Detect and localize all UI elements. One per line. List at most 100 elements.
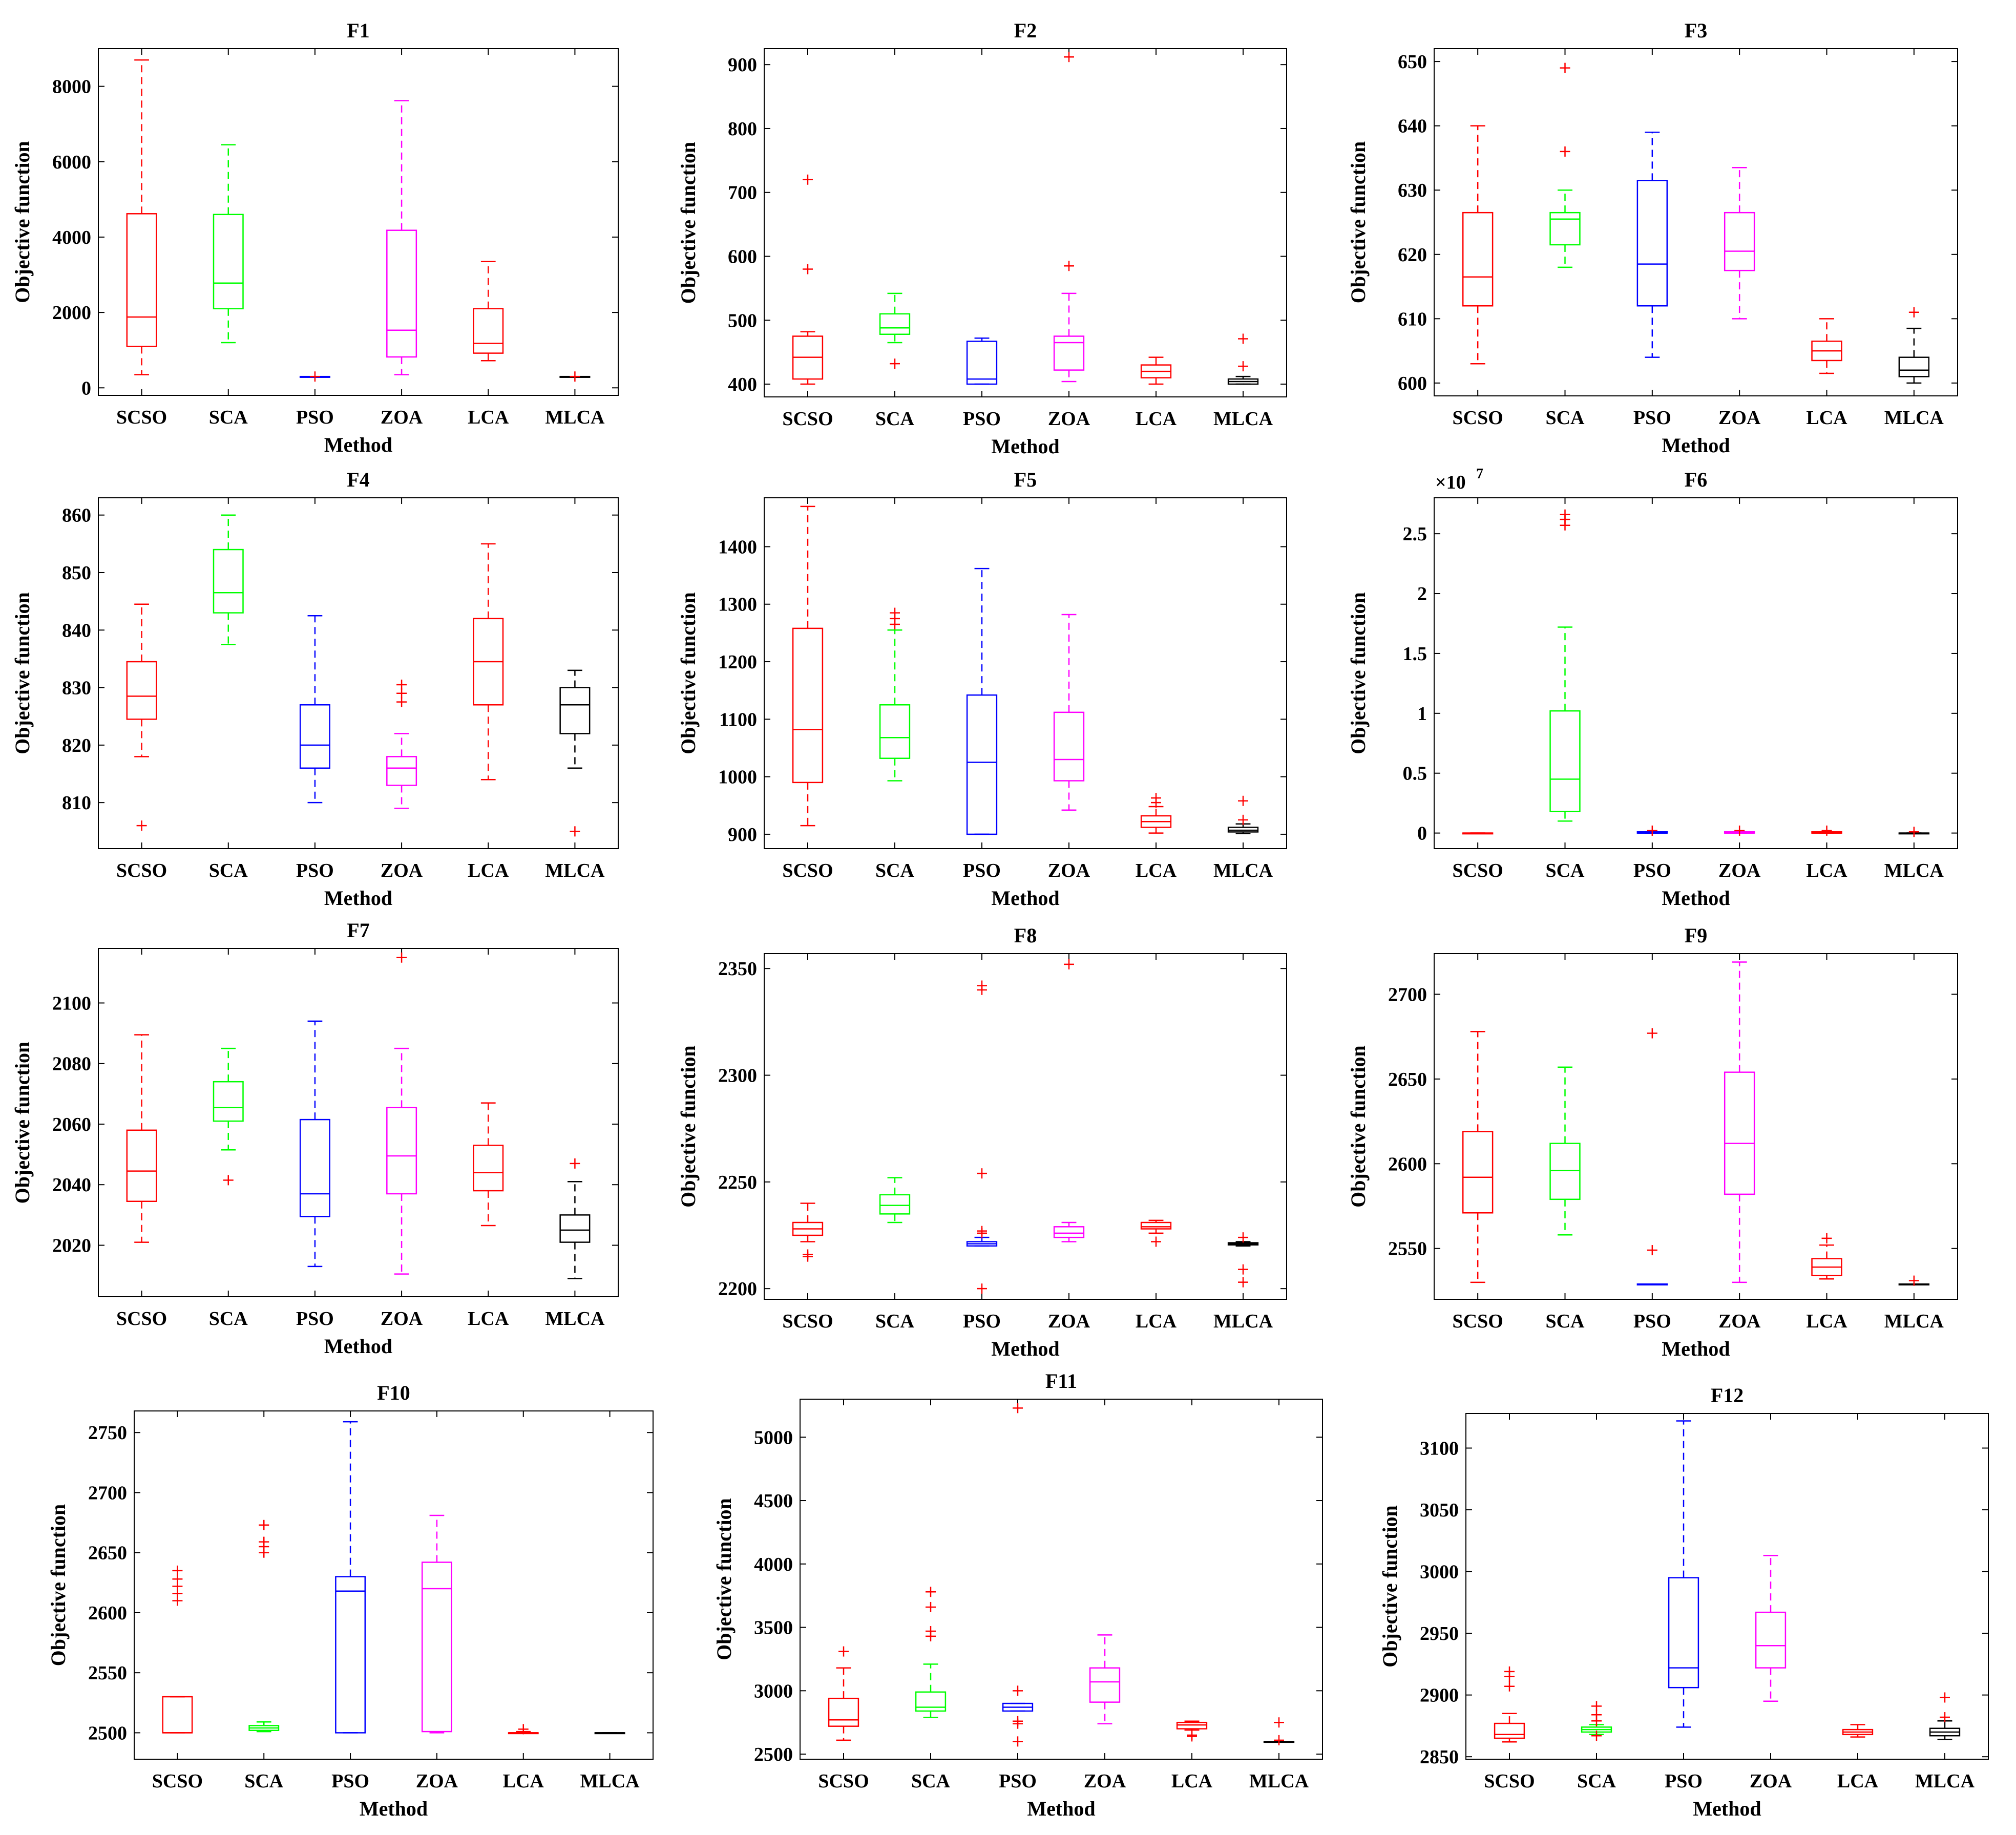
y-tick-label: 840 (62, 620, 91, 641)
x-tick-label-scso: SCSO (818, 1770, 869, 1792)
iqr-box (828, 1697, 859, 1727)
y-tick-label: 1000 (718, 767, 757, 788)
y-tick-label: 1200 (718, 651, 757, 673)
y-tick-label: 2600 (88, 1602, 127, 1624)
box-scso (126, 59, 157, 375)
y-tick-label: 2550 (88, 1662, 127, 1684)
box-scso (1494, 1666, 1525, 1743)
y-tick-label: 2250 (718, 1172, 757, 1193)
iqr-box (1549, 212, 1581, 246)
iqr-box (559, 687, 591, 734)
outlier-marker (803, 264, 813, 275)
x-tick-label-scso: SCSO (116, 407, 167, 428)
x-tick-label-pso: PSO (1633, 860, 1671, 881)
panel-f3: F3 600 610 620 630 640 650 SCSO SCA PSO ZOA LCA MLCA… (1347, 19, 1958, 457)
y-tick-label: 2000 (52, 302, 91, 324)
y-tick-label: 2700 (1388, 984, 1427, 1005)
outlier-marker (570, 371, 580, 382)
x-tick-label-lca: LCA (1806, 1311, 1847, 1332)
y-tick-label: 0 (1417, 823, 1427, 845)
box-sca (248, 1520, 280, 1733)
panel-title: F3 (1685, 19, 1707, 42)
y-axis-label: Objective function (11, 1042, 34, 1204)
x-tick-label-sca: SCA (1545, 407, 1585, 429)
y-tick-label: 610 (1398, 308, 1427, 330)
outlier-marker (1013, 1736, 1023, 1747)
y-tick-label: 2950 (1420, 1623, 1459, 1644)
iqr-box (213, 549, 244, 614)
x-tick-label-mlca: MLCA (580, 1770, 640, 1792)
outlier-marker (309, 371, 320, 382)
panel-f6: F6 ×10 7 0 0.5 1 1.5 2 2.5 SCSO SCA PSO ZOA LCA MLCA Me… (1347, 466, 1958, 910)
outlier-marker (570, 826, 580, 837)
x-tick-label-mlca: MLCA (1213, 408, 1273, 430)
y-axis-label: Objective function (1378, 1505, 1401, 1668)
box-lca (1140, 1219, 1172, 1247)
y-tick-label: 2100 (52, 993, 91, 1014)
x-tick-label-mlca: MLCA (545, 407, 605, 428)
box-pso (299, 371, 330, 382)
y-tick-label: 1400 (718, 536, 757, 558)
y-axis-label: Objective function (11, 141, 34, 303)
x-axis-label: Method (324, 887, 392, 910)
outlier-marker (977, 1226, 987, 1236)
box-zoa (386, 100, 417, 375)
iqr-box (792, 627, 824, 784)
outlier-marker (838, 1646, 849, 1657)
box-lca (1811, 1233, 1842, 1280)
outlier-marker (1908, 1275, 1919, 1286)
outlier-marker (1908, 827, 1919, 837)
outlier-marker (570, 1158, 580, 1169)
box-lca (1140, 793, 1172, 834)
x-axis-label: Method (1662, 887, 1730, 910)
outlier-marker (1591, 1731, 1602, 1741)
panel-title: F11 (1045, 1369, 1077, 1393)
y-tick-label: 3500 (754, 1617, 793, 1639)
box-lca (1811, 318, 1842, 374)
panel-f1: F1 0 2000 4000 6000 8000 SCSO SCA PSO ZOA LCA MLCA M… (11, 19, 619, 456)
outlier-marker (1013, 1716, 1023, 1726)
x-tick-label-mlca: MLCA (1884, 407, 1944, 429)
panel-f9: F9 2550 2600 2650 2700 SCSO SCA PSO ZOA LCA MLCA Me… (1347, 924, 1958, 1360)
outlier-marker (1560, 146, 1570, 157)
iqr-box (966, 694, 998, 835)
y-tick-label: 2.5 (1403, 523, 1427, 545)
y-tick-label: 2 (1417, 583, 1427, 605)
outlier-marker (1940, 1692, 1950, 1703)
box-zoa (1755, 1554, 1787, 1702)
x-tick-label-lca: LCA (468, 860, 509, 881)
outlier-marker (396, 688, 407, 699)
x-tick-label-zoa: ZOA (1048, 860, 1090, 881)
y-axis-label: Objective function (1347, 592, 1370, 754)
x-tick-label-lca: LCA (468, 1308, 509, 1330)
y-tick-label: 3100 (1420, 1438, 1459, 1460)
y-tick-label: 2060 (52, 1114, 91, 1135)
panel-title: F10 (377, 1381, 410, 1404)
box-sca (1549, 509, 1581, 822)
box-pso (966, 980, 998, 1294)
x-tick-label-zoa: ZOA (1084, 1770, 1126, 1792)
y-tick-label: 2040 (52, 1174, 91, 1196)
x-axis-label: Method (1662, 1337, 1730, 1360)
outlier-marker (1238, 361, 1248, 372)
y-tick-label: 2300 (718, 1065, 757, 1087)
outlier-marker (890, 358, 900, 369)
y-axis-label: Objective function (677, 592, 700, 754)
panel-title: F4 (347, 468, 369, 491)
x-tick-label-mlca: MLCA (1884, 860, 1944, 881)
y-tick-label: 3000 (754, 1680, 793, 1702)
panel-title: F12 (1711, 1384, 1744, 1407)
outlier-marker (1504, 1681, 1515, 1692)
panel-title: F5 (1014, 468, 1037, 491)
x-tick-label-lca: LCA (468, 407, 509, 428)
iqr-box (1494, 1722, 1525, 1739)
iqr-box (299, 704, 330, 769)
iqr-box (162, 1696, 193, 1734)
outlier-marker (1187, 1729, 1197, 1740)
y-tick-label: 2550 (1388, 1238, 1427, 1260)
outlier-marker (1013, 1685, 1023, 1696)
panel-f7: F7 2020 2040 2060 2080 2100 SCSO SCA PSO ZOA LCA ML… (11, 919, 619, 1358)
box-sca (213, 514, 244, 645)
box-sca (879, 292, 911, 369)
iqr-box (1668, 1577, 1699, 1689)
